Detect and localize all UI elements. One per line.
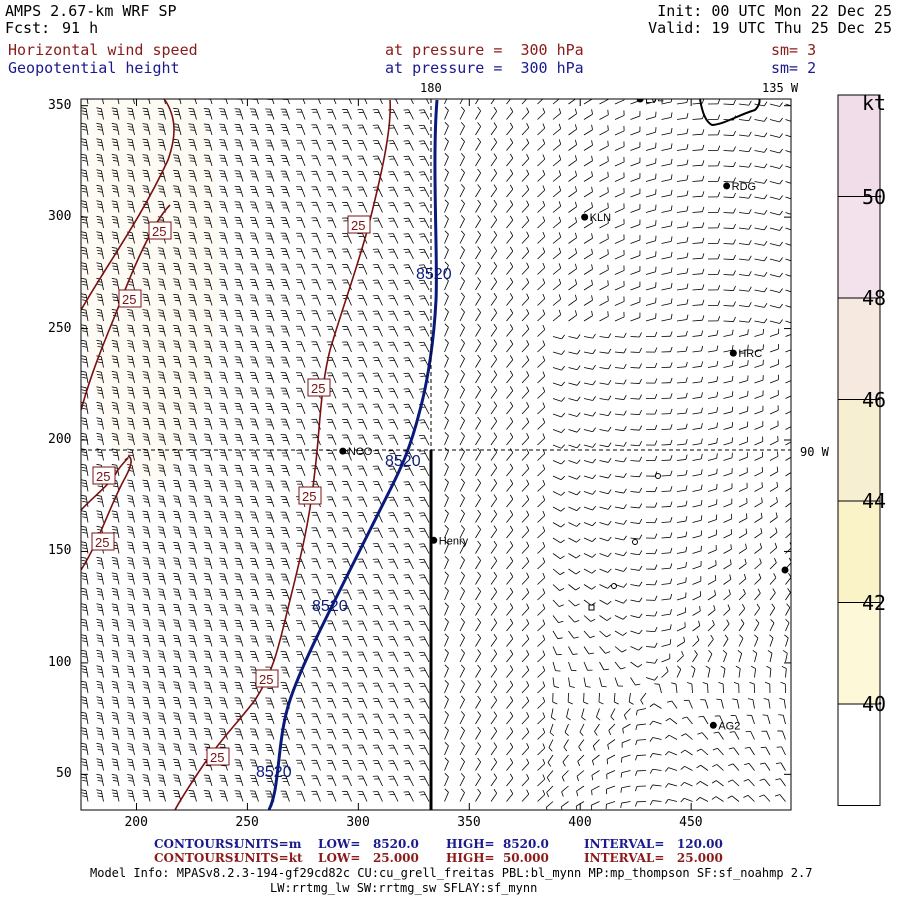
colorbar-label: 48 [862, 286, 887, 310]
y-tick-label: 150 [48, 543, 72, 559]
height-contour-label: 8520 [416, 266, 452, 283]
speed-contour-label: 25 [351, 218, 365, 233]
speed-contour-label-box [118, 289, 142, 308]
footer-speed-interval: INTERVAL= 25.000 [584, 851, 723, 865]
station-label: HRC [738, 348, 762, 360]
colorbar-segment [837, 196, 881, 299]
colorbar [837, 94, 881, 806]
y-tick-label: 100 [48, 654, 72, 670]
colorbar-segment [837, 500, 881, 603]
height-contour-label: 8520 [256, 764, 292, 781]
station-dot [709, 721, 717, 729]
station-dot [723, 182, 731, 190]
x-tick-label: 350 [457, 815, 481, 830]
station-markers: LV4 RDG KLN HRC NCO Henry AG2 [339, 94, 762, 732]
x-tick-label: 200 [124, 815, 148, 830]
speed-contour-label: 25 [152, 224, 166, 239]
meridian-180-label: 180 [420, 81, 442, 95]
field1-smoothing: sm= 3 [771, 41, 817, 59]
footer-height-label: CONTOURS: [154, 837, 238, 851]
colorbar-label: 42 [862, 590, 887, 615]
speed-contour-label: 25 [95, 535, 109, 550]
field1-level: at pressure = 300 hPa [385, 41, 584, 59]
y-tick-label: 350 [48, 97, 72, 113]
colorbar-label: 46 [862, 387, 887, 412]
y-tick-label: 300 [48, 209, 72, 225]
footer-height-units: UNITS=m [234, 837, 302, 851]
station-dot [636, 99, 644, 103]
colorbar-unit: kt [862, 91, 887, 115]
field2-level: at pressure = 300 hPa [385, 59, 584, 77]
speed-contour-label-box [206, 747, 230, 766]
coastline [699, 99, 761, 127]
y-tick-label: 250 [48, 320, 72, 336]
station-label: RDG [732, 181, 756, 193]
station-label: NCO [348, 446, 373, 458]
wind-barbs [81, 99, 791, 810]
meridian-90w-label: 90 W [800, 445, 829, 459]
model-info-physics: LW:rrtmg_lw SW:rrtmg_sw SFLAY:sf_mynn [270, 881, 538, 895]
station-label: LV4 [645, 94, 664, 106]
speed-contour-label-box [148, 221, 172, 240]
colorbar-segment [837, 297, 881, 400]
y-tick-label: 50 [56, 766, 72, 782]
height-contour-label: 8520 [385, 453, 421, 470]
speed-contour-label-box [91, 532, 115, 551]
footer-speed-label: CONTOURS: [154, 851, 238, 865]
forecast-hour: 91 h [62, 19, 99, 37]
colorbar-label: 50 [862, 184, 887, 209]
colorbar-segment [837, 94, 881, 197]
footer-height-high: HIGH= 8520.0 [446, 837, 549, 851]
model-title: AMPS 2.67-km WRF SP [5, 2, 177, 20]
speed-contour-label: 25 [311, 381, 325, 396]
station-label: KLN [590, 212, 611, 224]
station-dot [339, 447, 347, 455]
speed-contour-label: 25 [259, 672, 273, 687]
station-label: AG2 [718, 720, 740, 732]
speed-contour-label: 25 [302, 489, 316, 504]
height-contour-label: 8520 [312, 598, 348, 615]
station-dot [729, 349, 737, 357]
footer-speed-high: HIGH= 50.000 [446, 851, 549, 865]
speed-contour-label: 25 [122, 292, 136, 307]
x-tick-label: 450 [679, 815, 703, 830]
colorbar-segment [837, 602, 881, 705]
colorbar-segment [837, 399, 881, 502]
speed-contour-label: 25 [96, 469, 110, 484]
model-info: Model Info: MPASv8.2.3-194-gf29cd82c CU:… [90, 866, 813, 880]
init-time: Init: 00 UTC Mon 22 Dec 25 [657, 2, 892, 20]
station-dot [581, 213, 589, 221]
footer-height-low: LOW= 8520.0 [318, 837, 419, 851]
forecast-label: Fcst: [5, 19, 51, 37]
meridian-135w-label: 135 W [762, 81, 799, 95]
station-label: Henry [439, 535, 469, 547]
field2-smoothing: sm= 2 [771, 59, 817, 77]
field1-name: Horizontal wind speed [8, 41, 198, 59]
colorbar-label: 44 [862, 489, 887, 513]
plot-frame [80, 98, 792, 811]
field2-name: Geopotential height [8, 59, 180, 77]
speed-contour-label-box [307, 378, 331, 397]
speed-contour-label-box [255, 669, 279, 688]
y-tick-label: 200 [48, 432, 72, 447]
speed-contour-label-box [347, 215, 371, 234]
x-tick-label: 250 [235, 815, 259, 830]
station-dot [430, 536, 438, 544]
speed-contour-label-box [298, 486, 322, 505]
footer-speed-units: UNITS=kt [234, 851, 303, 865]
speed-contour-label: 25 [210, 750, 224, 765]
footer-height-interval: INTERVAL= 120.00 [584, 837, 723, 851]
footer-speed-low: LOW= 25.000 [318, 851, 419, 865]
colorbar-label: 40 [862, 692, 887, 716]
colorbar-segment [837, 703, 881, 806]
x-tick-label: 400 [568, 815, 592, 830]
valid-time: Valid: 19 UTC Thu 25 Dec 25 [648, 19, 892, 37]
x-tick-label: 300 [346, 815, 370, 830]
geopotential-height-contour [267, 99, 439, 810]
speed-contour-label-box [92, 466, 116, 485]
